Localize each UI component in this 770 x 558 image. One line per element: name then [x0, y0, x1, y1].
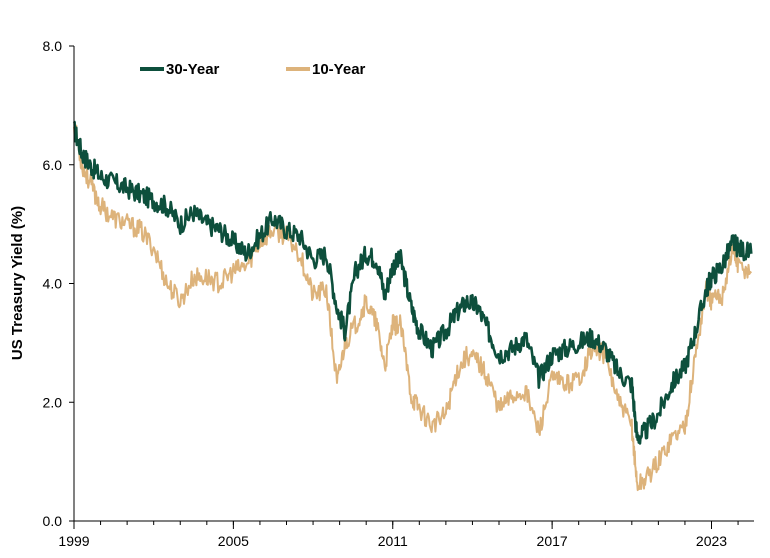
axes-layer	[73, 46, 754, 522]
x-tick-label: 1999	[58, 533, 89, 549]
y-tick-label: 0.0	[43, 513, 63, 529]
series-layer	[72, 120, 753, 492]
y-axis-title: US Treasury Yield (%)	[9, 206, 26, 360]
x-tick-label: 2023	[696, 533, 727, 549]
legend-label-10-year: 10-Year	[312, 61, 366, 78]
series-line-10-year	[73, 123, 753, 492]
y-tick-label: 4.0	[43, 276, 63, 292]
legend-label-30-year: 30-Year	[166, 61, 220, 78]
y-axis-ticks: 0.0 2.0 4.0 6.0 8.0	[43, 38, 74, 529]
series-line-30-year	[72, 120, 753, 445]
y-tick-label: 6.0	[43, 157, 63, 173]
x-tick-label: 2011	[378, 533, 408, 549]
y-tick-label: 8.0	[43, 38, 63, 54]
legend: 30-Year 10-Year	[140, 61, 366, 78]
y-tick-label: 2.0	[43, 394, 63, 410]
x-tick-label: 2005	[218, 533, 249, 549]
x-axis-ticks: 1999 2005 2011 2017 2023	[58, 521, 739, 549]
x-tick-label: 2017	[537, 533, 568, 549]
